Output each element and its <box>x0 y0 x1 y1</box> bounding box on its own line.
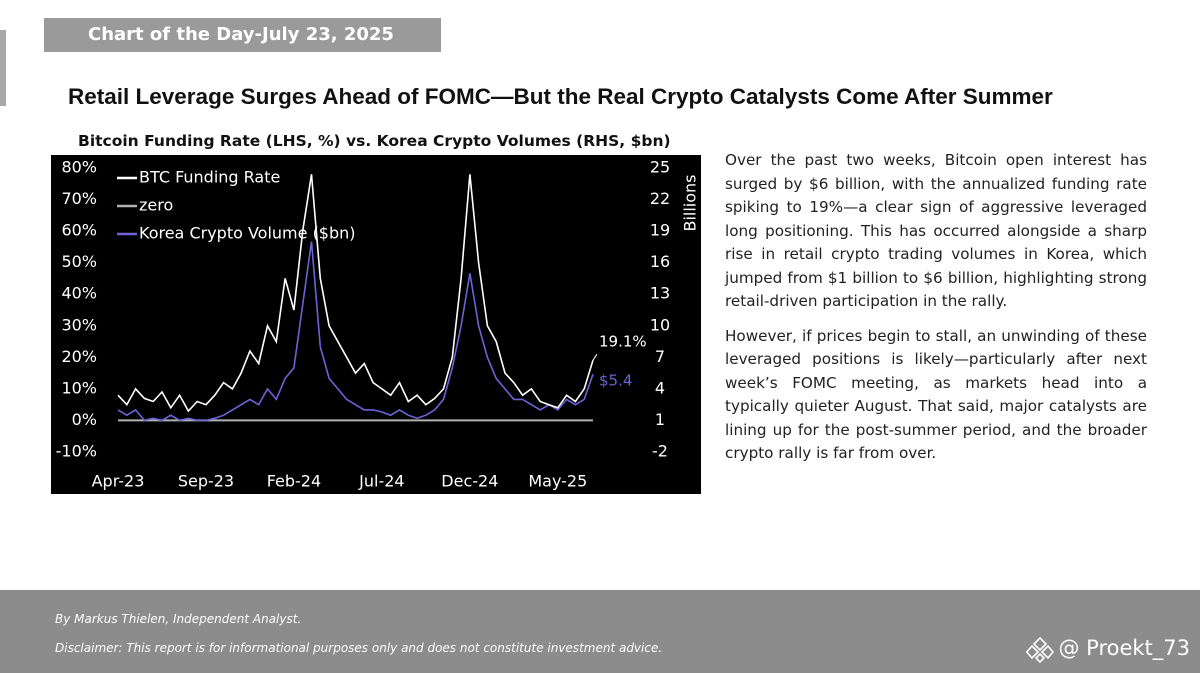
legend-label: BTC Funding Rate <box>139 168 280 187</box>
y-tick-label: 80% <box>61 158 97 177</box>
x-tick-label: May-25 <box>528 472 587 491</box>
y2-tick-label: 19 <box>650 221 670 240</box>
y2-tick-label: -2 <box>652 442 668 461</box>
chart: Billions -10% 0% 10% 20% 30% 40% 50% 60% 70% 80% -… <box>51 155 701 494</box>
y-tick-label: 30% <box>61 315 97 334</box>
y2-tick-label: 7 <box>655 347 665 366</box>
y-tick-label: 50% <box>61 252 97 271</box>
headline: Retail Leverage Surges Ahead of FOMC—But… <box>68 84 1053 109</box>
disclaimer: Disclaimer: This report is for informati… <box>55 641 663 655</box>
y-tick-label: 60% <box>61 221 97 240</box>
chart-background <box>51 155 701 494</box>
series-line <box>117 241 594 422</box>
y2-tick-label: 10 <box>650 315 670 334</box>
y2-tick-label: 25 <box>650 158 670 177</box>
legend-label: Korea Crypto Volume ($bn) <box>139 224 356 243</box>
y2-tick-label: 13 <box>650 284 670 303</box>
x-tick-label: Dec-24 <box>441 472 498 491</box>
logo-icon <box>1026 636 1054 663</box>
y2-tick-label: 4 <box>655 378 665 397</box>
x-tick-label: Jul-24 <box>358 472 404 491</box>
x-tick-label: Feb-24 <box>267 472 321 491</box>
annotation-leader <box>592 353 598 361</box>
side-bar <box>0 30 6 106</box>
y-tick-label: 20% <box>61 347 97 366</box>
annotation: 19.1% <box>599 333 647 351</box>
paragraph: However, if prices begin to stall, an un… <box>725 326 1147 463</box>
y2-axis-label: Billions <box>681 174 700 231</box>
y-tick-label: 0% <box>72 410 97 429</box>
y-tick-label: 40% <box>61 284 97 303</box>
y-tick-label: 10% <box>61 378 97 397</box>
paragraph: Over the past two weeks, Bitcoin open in… <box>725 151 1147 310</box>
y2-tick-label: 16 <box>650 252 670 271</box>
body-text: Over the past two weeks, Bitcoin open in… <box>725 149 1147 477</box>
x-tick-label: Sep-23 <box>178 472 234 491</box>
x-tick-label: Apr-23 <box>92 472 145 491</box>
annotation: $5.4 <box>599 372 632 390</box>
watermark: @ Proekt_73 <box>1058 636 1190 660</box>
banner: Chart of the Day-July 23, 2025 <box>44 18 441 52</box>
y2-tick-label: 1 <box>655 410 665 429</box>
author: By Markus Thielen, Independent Analyst. <box>55 612 302 626</box>
legend-label: zero <box>139 196 173 215</box>
footer <box>0 590 1200 673</box>
y-tick-label: 70% <box>61 189 97 208</box>
series-line <box>117 174 594 413</box>
y-tick-label: -10% <box>56 442 97 461</box>
chart-title: Bitcoin Funding Rate (LHS, %) vs. Korea … <box>78 132 671 150</box>
y2-tick-label: 22 <box>650 189 670 208</box>
